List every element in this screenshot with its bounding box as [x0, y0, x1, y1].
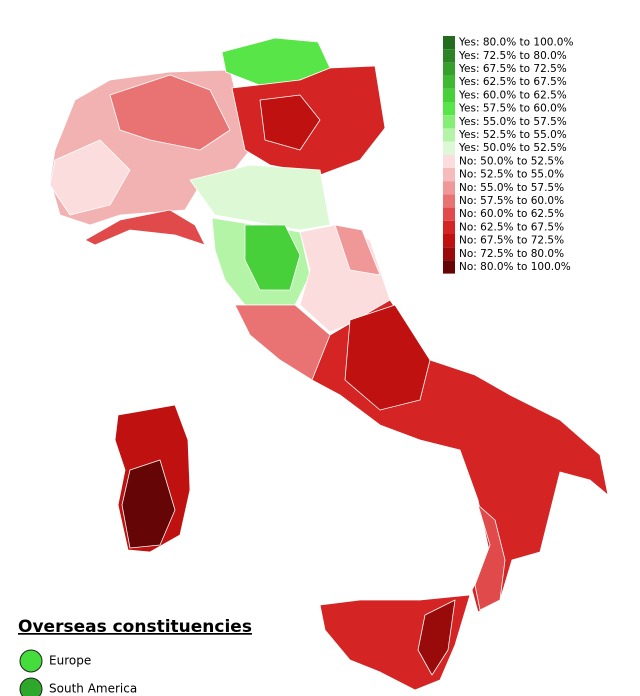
legend-label: Yes: 67.5% to 72.5% [458, 63, 567, 75]
legend-label: Yes: 52.5% to 55.0% [458, 129, 567, 141]
legend-label: No: 60.0% to 62.5% [459, 208, 564, 220]
legend-label: No: 72.5% to 80.0% [459, 248, 564, 260]
overseas-title: Overseas constituencies [18, 617, 252, 637]
legend-swatch [443, 75, 455, 89]
legend-label: Yes: 50.0% to 52.5% [458, 142, 567, 154]
region [474, 504, 506, 611]
legend-label: Yes: 72.5% to 80.0% [458, 50, 567, 62]
legend-swatch [443, 49, 455, 63]
legend-label: No: 62.5% to 67.5% [459, 221, 564, 233]
legend-swatch [443, 36, 455, 50]
legend-swatch [443, 181, 455, 195]
legend-label: Yes: 55.0% to 57.5% [458, 116, 567, 128]
overseas-label: Europe [49, 654, 91, 668]
legend-label: Yes: 57.5% to 60.0% [458, 103, 567, 115]
legend-swatch [443, 194, 455, 208]
region [259, 94, 321, 151]
region [49, 139, 131, 216]
region [417, 599, 456, 676]
legend-label: Yes: 80.0% to 100.0% [458, 37, 573, 49]
region [121, 459, 176, 549]
region [109, 74, 231, 151]
legend-swatch [443, 260, 455, 274]
legend: Yes: 80.0% to 100.0%Yes: 72.5% to 80.0%Y… [440, 35, 580, 275]
legend-swatch [443, 234, 455, 248]
italy-map [49, 37, 609, 691]
legend-swatch [443, 115, 455, 129]
region [84, 209, 206, 246]
legend-label: No: 52.5% to 55.0% [459, 169, 564, 181]
legend-swatch [443, 207, 455, 221]
region [244, 224, 301, 291]
legend-box [440, 35, 580, 275]
legend-swatch [443, 247, 455, 261]
overseas-marker [19, 649, 43, 673]
overseas-marker [19, 677, 43, 696]
legend-swatch [443, 220, 455, 234]
overseas-legend: Europe South America [19, 649, 137, 696]
region [344, 304, 431, 411]
legend-label: No: 50.0% to 52.5% [459, 155, 564, 167]
legend-label: Yes: 62.5% to 67.5% [458, 76, 567, 88]
legend-swatch [443, 154, 455, 168]
legend-label: No: 80.0% to 100.0% [459, 261, 571, 273]
legend-label: Yes: 60.0% to 62.5% [458, 89, 567, 101]
legend-swatch [443, 62, 455, 76]
legend-label: No: 57.5% to 60.0% [459, 195, 564, 207]
legend-swatch [443, 102, 455, 116]
legend-swatch [443, 168, 455, 182]
region [334, 224, 381, 276]
legend-swatch [443, 128, 455, 142]
legend-swatch [443, 88, 455, 102]
overseas-label: South America [49, 682, 137, 696]
region [189, 164, 331, 231]
legend-swatch [443, 141, 455, 155]
legend-label: No: 55.0% to 57.5% [459, 182, 564, 194]
legend-label: No: 67.5% to 72.5% [459, 235, 564, 247]
